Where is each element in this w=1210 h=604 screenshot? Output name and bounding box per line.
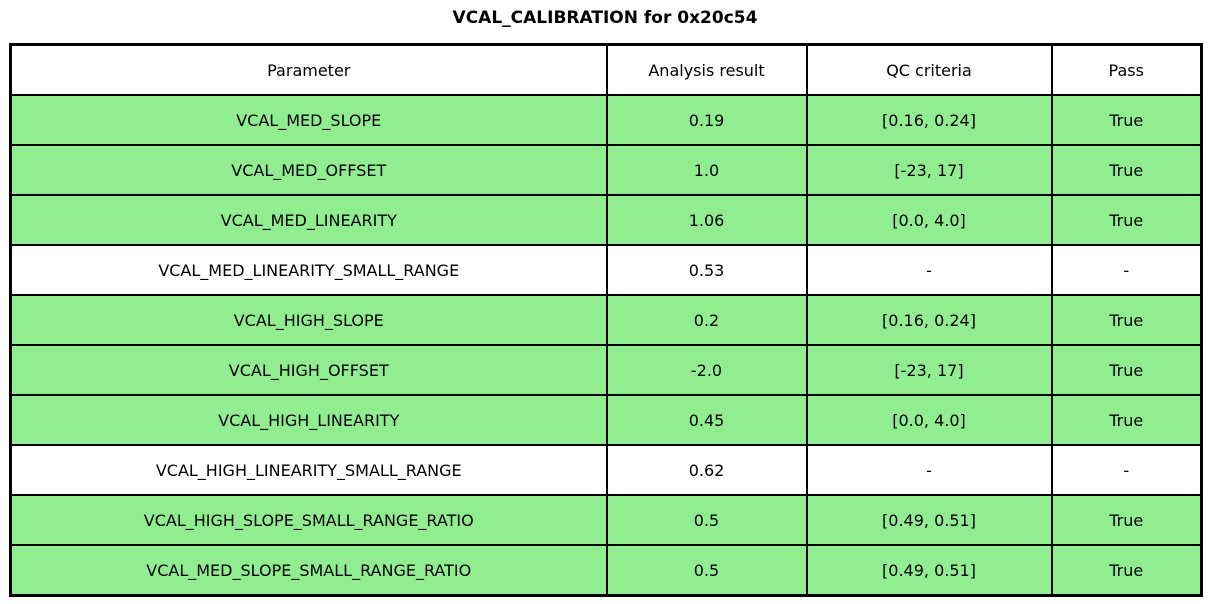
qc-results-table: Parameter Analysis result QC criteria Pass … [9,43,1203,597]
cell-criteria: [0.16, 0.24] [805,294,1053,346]
table-row: VCAL_HIGH_OFFSET -2.0 [-23, 17] True [9,344,1203,396]
cell-parameter: VCAL_HIGH_LINEARITY [9,394,608,446]
cell-criteria: [0.0, 4.0] [805,394,1053,446]
cell-result: 0.19 [605,94,808,146]
cell-parameter: VCAL_MED_LINEARITY [9,194,608,246]
table-row: VCAL_HIGH_LINEARITY 0.45 [0.0, 4.0] True [9,394,1203,446]
cell-parameter: VCAL_MED_SLOPE_SMALL_RANGE_RATIO [9,544,608,597]
figure-title: VCAL_CALIBRATION for 0x20c54 [452,8,758,28]
cell-result: -2.0 [605,344,808,396]
cell-pass: - [1050,244,1203,296]
cell-criteria: [0.16, 0.24] [805,94,1053,146]
cell-pass: True [1050,144,1203,196]
cell-pass: True [1050,544,1203,597]
table-row: VCAL_MED_LINEARITY_SMALL_RANGE 0.53- - [9,244,1203,296]
cell-pass: True [1050,394,1203,446]
cell-criteria: - [805,244,1053,296]
table-row: VCAL_HIGH_SLOPE_SMALL_RANGE_RATIO 0.5 [0.4… [9,494,1203,546]
cell-result: 0.5 [605,544,808,597]
table-row: VCAL_HIGH_LINEARITY_SMALL_RANGE 0.62- - [9,444,1203,496]
cell-criteria: [-23, 17] [805,344,1053,396]
cell-criteria: [0.49, 0.51] [805,544,1053,597]
table-row: VCAL_MED_SLOPE 0.19 [0.16, 0.24] True [9,94,1203,146]
cell-parameter: VCAL_HIGH_SLOPE [9,294,608,346]
table-body: VCAL_MED_SLOPE 0.19 [0.16, 0.24] True VCAL_M… [9,94,1203,597]
cell-result: 0.45 [605,394,808,446]
cell-parameter: VCAL_HIGH_OFFSET [9,344,608,396]
column-header-criteria: QC criteria [805,43,1053,96]
cell-criteria: [-23, 17] [805,144,1053,196]
cell-result: 0.2 [605,294,808,346]
column-header-parameter: Parameter [9,43,608,96]
table-row: VCAL_MED_OFFSET 1.0 [-23, 17] True [9,144,1203,196]
cell-criteria: [0.49, 0.51] [805,494,1053,546]
cell-pass: True [1050,344,1203,396]
table-row: VCAL_MED_LINEARITY 1.06 [0.0, 4.0] True [9,194,1203,246]
cell-result: 0.62 [605,444,808,496]
cell-result: 1.0 [605,144,808,196]
cell-parameter: VCAL_MED_OFFSET [9,144,608,196]
cell-pass: - [1050,444,1203,496]
table-row: VCAL_HIGH_SLOPE 0.2 [0.16, 0.24] True [9,294,1203,346]
cell-result: 1.06 [605,194,808,246]
cell-parameter: VCAL_MED_SLOPE [9,94,608,146]
cell-pass: True [1050,194,1203,246]
cell-parameter: VCAL_MED_LINEARITY_SMALL_RANGE [9,244,608,296]
table-header-row: Parameter Analysis result QC criteria Pass [9,43,1203,96]
cell-pass: True [1050,294,1203,346]
column-header-result: Analysis result [605,43,808,96]
table-row: VCAL_MED_SLOPE_SMALL_RANGE_RATIO 0.5 [0.49… [9,544,1203,597]
cell-pass: True [1050,494,1203,546]
column-header-pass: Pass [1050,43,1203,96]
cell-result: 0.53 [605,244,808,296]
cell-criteria: - [805,444,1053,496]
cell-criteria: [0.0, 4.0] [805,194,1053,246]
cell-parameter: VCAL_HIGH_SLOPE_SMALL_RANGE_RATIO [9,494,608,546]
cell-parameter: VCAL_HIGH_LINEARITY_SMALL_RANGE [9,444,608,496]
cell-result: 0.5 [605,494,808,546]
cell-pass: True [1050,94,1203,146]
